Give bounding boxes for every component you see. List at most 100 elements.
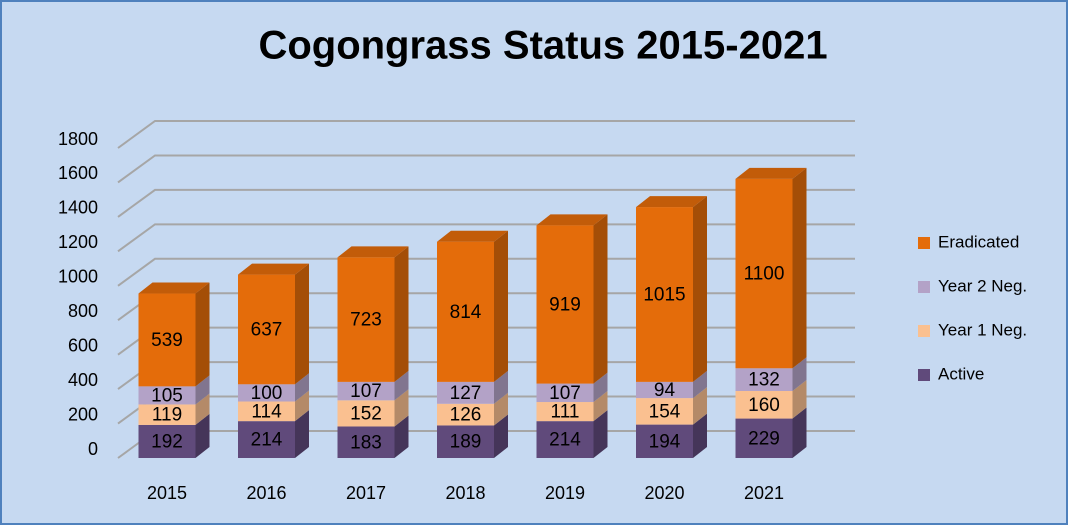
bar-side [693,370,707,399]
x-tick-label: 2020 [644,483,684,503]
y-tick-label: 1800 [58,129,98,149]
x-tick-label: 2019 [545,483,585,503]
y-tick-label: 0 [88,439,98,459]
bar-segment [735,357,807,392]
bar-segment [536,391,608,422]
x-tick-label: 2018 [445,483,485,503]
grid-line [117,120,855,149]
y-tick-label: 1000 [58,267,98,287]
bar-segment [636,413,707,458]
bar [138,404,196,425]
legend-swatch [918,325,930,337]
bar [337,381,395,401]
value-label: 126 [450,405,482,426]
bar-segment [636,370,707,399]
y-tick-label: 400 [68,370,98,390]
bar-segment [437,392,508,426]
bar-side [394,370,409,401]
bar-side [593,372,608,403]
value-label: 1100 [744,264,785,285]
bar-side [494,370,508,404]
bar-side [693,196,707,382]
value-label: 94 [654,380,676,401]
value-label: 107 [350,381,382,402]
legend-swatch [918,237,930,249]
bar [138,424,196,458]
bar [437,381,494,404]
bar-segment [636,387,707,425]
value-label: 194 [649,431,681,452]
grid-line [117,223,855,253]
bar-segment [437,230,508,382]
x-tick-label: 2016 [246,483,286,503]
bar-segment [337,246,409,382]
bar-top [536,214,608,226]
bar [437,241,494,382]
bar-segment [238,373,309,402]
bar-side [693,387,707,425]
bar-side [792,357,807,392]
y-tick-label: 1200 [58,232,98,252]
value-label: 154 [649,401,681,422]
value-label: 114 [251,401,282,422]
bar-segment [238,263,309,385]
bar-segment [138,413,210,458]
value-label: 152 [350,403,382,424]
bar-segment [636,196,707,382]
bar-segment [138,282,210,387]
value-label: 100 [251,383,283,404]
chart-title: Cogongrass Status 2015-2021 [258,24,827,68]
x-tick-label: 2017 [346,483,386,503]
bar-top [735,167,807,179]
bar-side [394,246,409,382]
bar-top [437,230,508,242]
bar [138,293,196,387]
legend-label: Year 2 Neg. [938,276,1027,295]
bar [437,425,494,458]
bar-side [295,263,309,385]
value-label: 919 [549,294,581,315]
grid-line [117,257,855,287]
bar-segment [735,380,807,419]
bar-side [394,389,409,427]
bar-top [238,263,309,275]
bar-side [195,282,210,387]
value-label: 229 [748,428,780,449]
value-label: 160 [748,395,780,416]
bar-side [593,410,608,458]
bar-side [195,393,210,425]
bar [238,421,295,458]
bar-side [593,391,608,422]
bar [238,401,295,422]
grid-line [117,154,855,184]
legend-swatch [918,369,930,381]
y-tick-label: 800 [68,301,98,321]
bar-segment [337,370,409,401]
x-tick-label: 2021 [744,483,784,503]
value-label: 111 [551,402,580,423]
bar [536,225,594,384]
value-label: 119 [152,405,182,426]
bar-segment [536,410,608,458]
bar-segment [437,414,508,458]
value-label: 723 [350,310,382,331]
y-tick-label: 1400 [58,198,98,218]
value-label: 132 [748,370,780,391]
bar [437,403,494,426]
bar [636,424,693,458]
y-tick-label: 1600 [58,163,98,183]
bar [238,274,295,385]
bar [636,398,693,425]
bar-segment [735,407,807,458]
bar-side [195,375,210,405]
bar-segment [337,415,409,458]
bar-side [593,214,608,384]
bar-side [792,167,807,369]
bar [636,381,693,399]
bar [735,391,793,419]
bar-side [494,230,508,382]
bar-top [636,196,707,208]
value-label: 214 [549,430,581,451]
value-label: 105 [151,385,183,406]
